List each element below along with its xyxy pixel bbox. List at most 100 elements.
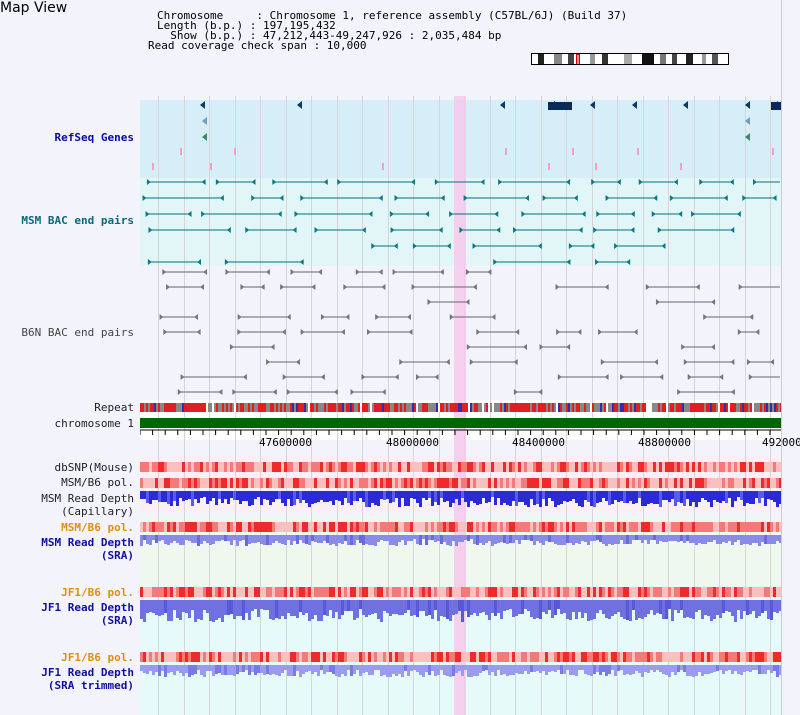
repeat-segment <box>216 403 218 412</box>
polymorphism-cell <box>518 587 521 597</box>
depth-bar <box>566 665 569 670</box>
polymorphism-cell <box>482 522 485 532</box>
polymorphism-cell <box>542 587 545 597</box>
polymorphism-cell <box>419 587 422 597</box>
depth-bar <box>521 491 524 502</box>
polymorphism-cell <box>230 478 233 488</box>
polymorphism-cell <box>638 462 641 472</box>
polymorphism-cell <box>650 462 653 472</box>
chromosome-ideogram[interactable] <box>531 53 729 65</box>
track-label-msm-b6-pol-1[interactable]: MSM/B6 pol. <box>61 476 134 489</box>
bac-end-glyph <box>542 195 547 201</box>
track-label-dbsnp[interactable]: dbSNP(Mouse) <box>54 461 134 474</box>
track-label-b6n-bac[interactable]: B6N BAC end pairs <box>21 326 134 339</box>
track-label-msm-read-depth-capillary[interactable]: MSM Read Depth (Capillary) <box>41 492 134 518</box>
polymorphism-cell <box>380 462 383 472</box>
depth-bar <box>212 491 215 498</box>
depth-bar <box>398 535 401 542</box>
repeat-segment <box>248 403 250 412</box>
depth-bar <box>740 665 743 675</box>
depth-bar <box>464 600 467 611</box>
depth-bar <box>710 600 713 621</box>
polymorphism-cell <box>224 462 227 472</box>
polymorphism-cell <box>164 652 167 662</box>
depth-bar <box>605 491 608 501</box>
polymorphism-cell <box>503 478 506 488</box>
track-label-msm-b6-pol-2[interactable]: MSM/B6 pol. <box>61 521 134 534</box>
polymorphism-cell <box>221 478 224 488</box>
depth-bar <box>449 600 452 621</box>
track-label-jf1-b6-pol-2[interactable]: JF1/B6 pol. <box>61 651 134 664</box>
polymorphism-cell <box>494 522 497 532</box>
polymorphism-cell <box>176 652 179 662</box>
track-area[interactable] <box>140 96 781 715</box>
polymorphism-cell <box>470 587 473 597</box>
depth-bar <box>722 600 725 613</box>
depth-bar <box>326 491 329 502</box>
bac-end-glyph <box>605 195 610 201</box>
polymorphism-cell <box>776 478 779 488</box>
polymorphism-cell <box>488 462 491 472</box>
depth-bar <box>572 535 575 545</box>
depth-bar <box>572 665 575 675</box>
depth-bar <box>665 535 668 542</box>
depth-bar <box>458 491 461 505</box>
polymorphism-cell <box>233 522 236 532</box>
polymorphism-cell <box>512 522 515 532</box>
depth-bar <box>284 491 287 506</box>
track-label-refseq-genes[interactable]: RefSeq Genes <box>54 131 134 144</box>
depth-bar <box>155 600 158 615</box>
depth-bar <box>182 491 185 501</box>
track-label-jf1-read-depth-sra[interactable]: JF1 Read Depth (SRA) <box>41 601 134 627</box>
depth-bar <box>428 600 431 615</box>
polymorphism-cell <box>560 478 563 488</box>
track-label-msm-read-depth-sra[interactable]: MSM Read Depth (SRA) <box>41 536 134 562</box>
polymorphism-cell <box>407 652 410 662</box>
track-label-msm-bac[interactable]: MSM BAC end pairs <box>21 214 134 227</box>
polymorphism-cell <box>161 587 164 597</box>
polymorphism-cell <box>155 652 158 662</box>
depth-bar <box>443 491 446 502</box>
polymorphism-cell <box>491 478 494 488</box>
depth-bar <box>422 491 425 498</box>
depth-bar <box>689 535 692 543</box>
depth-bar <box>680 491 683 503</box>
polymorphism-cell <box>647 462 650 472</box>
repeat-segment <box>538 403 540 412</box>
track-label-chromosome[interactable]: chromosome 1 <box>54 417 134 430</box>
repeat-segment <box>534 403 536 412</box>
axis-tick-label: 49200000 <box>762 436 800 449</box>
depth-bar <box>527 491 530 507</box>
bac-end-glyph <box>237 329 242 335</box>
depth-bar <box>323 535 326 541</box>
repeat-segment <box>776 403 778 412</box>
bac-end-glyph <box>411 179 416 185</box>
repeat-segment <box>378 403 380 412</box>
polymorphism-cell <box>293 587 296 597</box>
polymorphism-cell <box>647 587 650 597</box>
polymorphism-cell <box>719 522 722 532</box>
polymorphism-cell <box>227 587 230 597</box>
polymorphism-cell <box>566 478 569 488</box>
polymorphism-cell <box>674 587 677 597</box>
track-label-jf1-b6-pol-1[interactable]: JF1/B6 pol. <box>61 586 134 599</box>
bac-end-glyph <box>242 374 247 380</box>
polymorphism-cell <box>746 522 749 532</box>
track-label-repeat[interactable]: Repeat <box>94 401 134 414</box>
polymorphism-cell <box>539 462 542 472</box>
polymorphism-cell <box>680 462 683 472</box>
polymorphism-cell <box>572 478 575 488</box>
depth-bar <box>374 535 377 546</box>
depth-bar <box>365 665 368 672</box>
repeat-segment <box>758 403 760 412</box>
gene-glyph <box>683 101 688 109</box>
polymorphism-cell <box>776 587 779 597</box>
depth-bar <box>647 491 650 504</box>
polymorphism-cell <box>740 522 743 532</box>
genome-tracks-svg[interactable] <box>140 96 781 715</box>
polymorphism-cell <box>428 478 431 488</box>
track-label-jf1-read-depth-trimmed[interactable]: JF1 Read Depth (SRA trimmed) <box>41 666 134 692</box>
depth-bar <box>164 600 167 613</box>
bac-end-glyph <box>513 359 518 365</box>
polymorphism-cell <box>668 652 671 662</box>
